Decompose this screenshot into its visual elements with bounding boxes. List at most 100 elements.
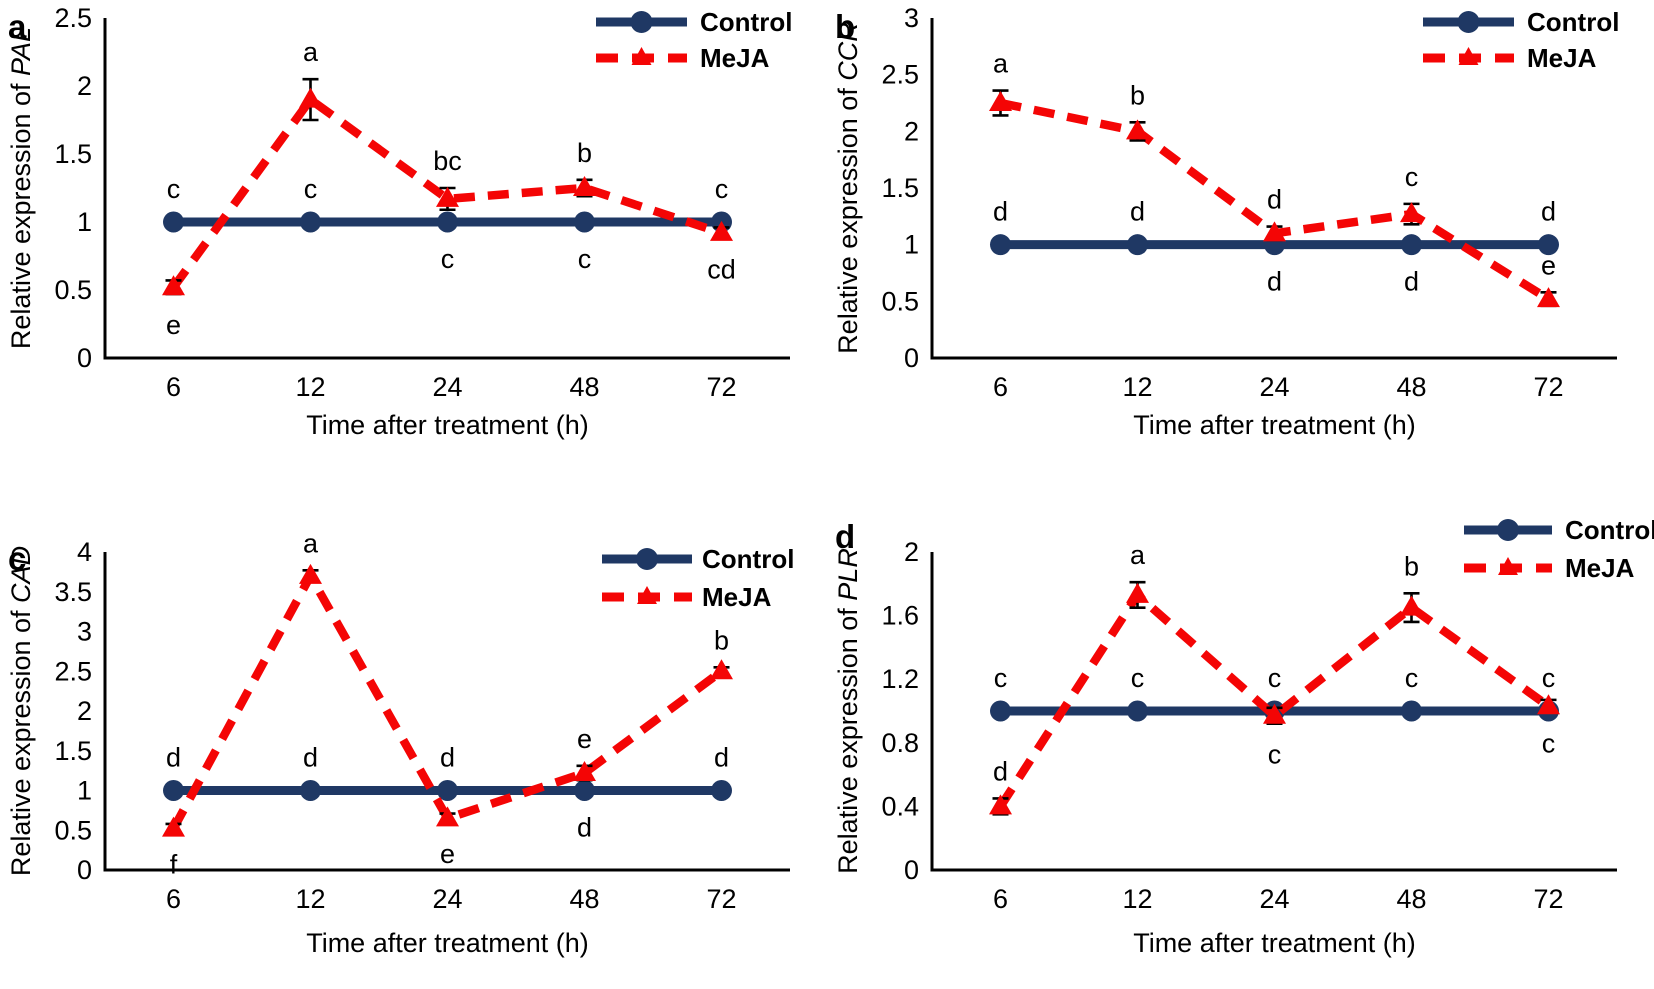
control-marker — [437, 780, 458, 801]
y-tick-label: 1.5 — [881, 173, 919, 203]
sig-letter: c — [715, 174, 729, 204]
control-marker — [1401, 700, 1422, 722]
panel-letter: d — [835, 518, 855, 555]
x-tick-label: 24 — [432, 884, 462, 914]
meja-marker — [1263, 703, 1286, 724]
y-tick-label: 2 — [904, 537, 919, 567]
sig-letter: c — [1542, 663, 1556, 693]
y-tick-label: 2.5 — [881, 60, 919, 90]
sig-letter: cd — [707, 254, 736, 284]
legend-control-marker — [630, 11, 653, 33]
control-marker — [437, 211, 458, 233]
y-tick-label: 1 — [77, 776, 92, 806]
legend-meja-marker — [1498, 557, 1518, 575]
meja-marker — [573, 761, 596, 782]
x-tick-label: 72 — [1533, 884, 1563, 914]
y-tick-label: 2 — [77, 71, 92, 101]
legend-control-label: Control — [1527, 7, 1619, 37]
control-marker — [711, 780, 732, 801]
meja-marker — [162, 816, 185, 837]
x-tick-label: 24 — [1259, 884, 1289, 914]
meja-marker — [299, 563, 322, 584]
sig-letter: c — [1268, 740, 1282, 770]
control-marker — [163, 211, 184, 233]
control-marker — [300, 211, 321, 233]
sig-letter: d — [440, 743, 455, 773]
axes — [930, 18, 1617, 360]
y-tick-label: 1 — [904, 230, 919, 260]
meja-line — [169, 567, 725, 831]
y-tick-label: 2 — [77, 696, 92, 726]
sig-letter: d — [1404, 267, 1419, 297]
meja-marker — [1537, 287, 1560, 308]
control-marker — [300, 780, 321, 801]
x-tick-label: 6 — [166, 884, 181, 914]
legend-meja-label: MeJA — [1527, 43, 1597, 73]
legend-meja-marker — [631, 47, 652, 65]
sig-letter: c — [1131, 663, 1145, 693]
meja-marker — [989, 91, 1012, 111]
meja-marker — [1263, 221, 1286, 242]
sig-letter: d — [303, 743, 318, 773]
sig-letter: c — [994, 663, 1008, 693]
control-marker — [1401, 234, 1422, 256]
legend-control-label: Control — [702, 544, 794, 574]
sig-letter: bc — [433, 146, 462, 176]
y-tick-label: 0.5 — [54, 275, 92, 305]
sig-letter: a — [1130, 540, 1146, 570]
y-tick-label: 2 — [904, 116, 919, 146]
y-axis-label: Relative expression of PLR — [833, 548, 863, 874]
y-tick-label: 2.5 — [54, 3, 92, 33]
x-tick-label: 12 — [295, 372, 325, 402]
sig-letter: c — [1268, 663, 1282, 693]
legend-control-marker — [636, 548, 658, 570]
meja-marker — [710, 220, 733, 241]
sig-letter: e — [577, 724, 592, 754]
meja-marker — [162, 275, 185, 296]
y-tick-label: 3 — [77, 617, 92, 647]
legend-meja-marker — [637, 586, 657, 604]
sig-letter: d — [577, 813, 592, 843]
control-marker — [990, 234, 1011, 256]
meja-marker — [299, 87, 322, 108]
axes — [103, 552, 790, 872]
axes — [930, 552, 1617, 872]
meja-marker — [710, 659, 733, 680]
sig-letter: b — [1130, 80, 1145, 110]
legend-control-label: Control — [1565, 515, 1654, 545]
x-tick-label: 12 — [1122, 884, 1152, 914]
control-marker — [990, 700, 1011, 722]
control-marker — [574, 780, 595, 801]
sig-letter: a — [993, 49, 1009, 79]
meja-line — [996, 588, 1551, 809]
sig-letter: c — [1542, 729, 1556, 759]
x-tick-label: 6 — [993, 372, 1008, 402]
sig-letter: d — [714, 743, 729, 773]
legend-control-label: Control — [700, 7, 792, 37]
meja-marker — [436, 186, 459, 207]
x-axis-label: Time after treatment (h) — [1133, 410, 1416, 440]
sig-letter: d — [993, 756, 1008, 786]
x-tick-label: 12 — [295, 884, 325, 914]
sig-letter: d — [993, 197, 1008, 227]
x-tick-label: 6 — [993, 884, 1008, 914]
panel-d: d Relative expression of PLR 0 0.4 0.8 1.2 1.6… — [827, 440, 1654, 989]
panel-letter: b — [835, 8, 855, 45]
sig-letter: a — [303, 528, 319, 558]
sig-letter: d — [1541, 197, 1556, 227]
panel-letter: a — [8, 8, 27, 45]
control-marker — [574, 211, 595, 233]
sig-letter: e — [440, 839, 455, 869]
x-tick-label: 24 — [432, 372, 462, 402]
panel-letter: c — [8, 540, 26, 577]
y-tick-label: 0.5 — [881, 286, 919, 316]
sig-letter: d — [166, 743, 181, 773]
y-tick-label: 0 — [77, 343, 92, 373]
y-tick-label: 0.8 — [881, 728, 919, 758]
x-tick-label: 48 — [569, 884, 599, 914]
sig-letter: b — [714, 625, 729, 655]
y-tick-label: 0 — [904, 343, 919, 373]
